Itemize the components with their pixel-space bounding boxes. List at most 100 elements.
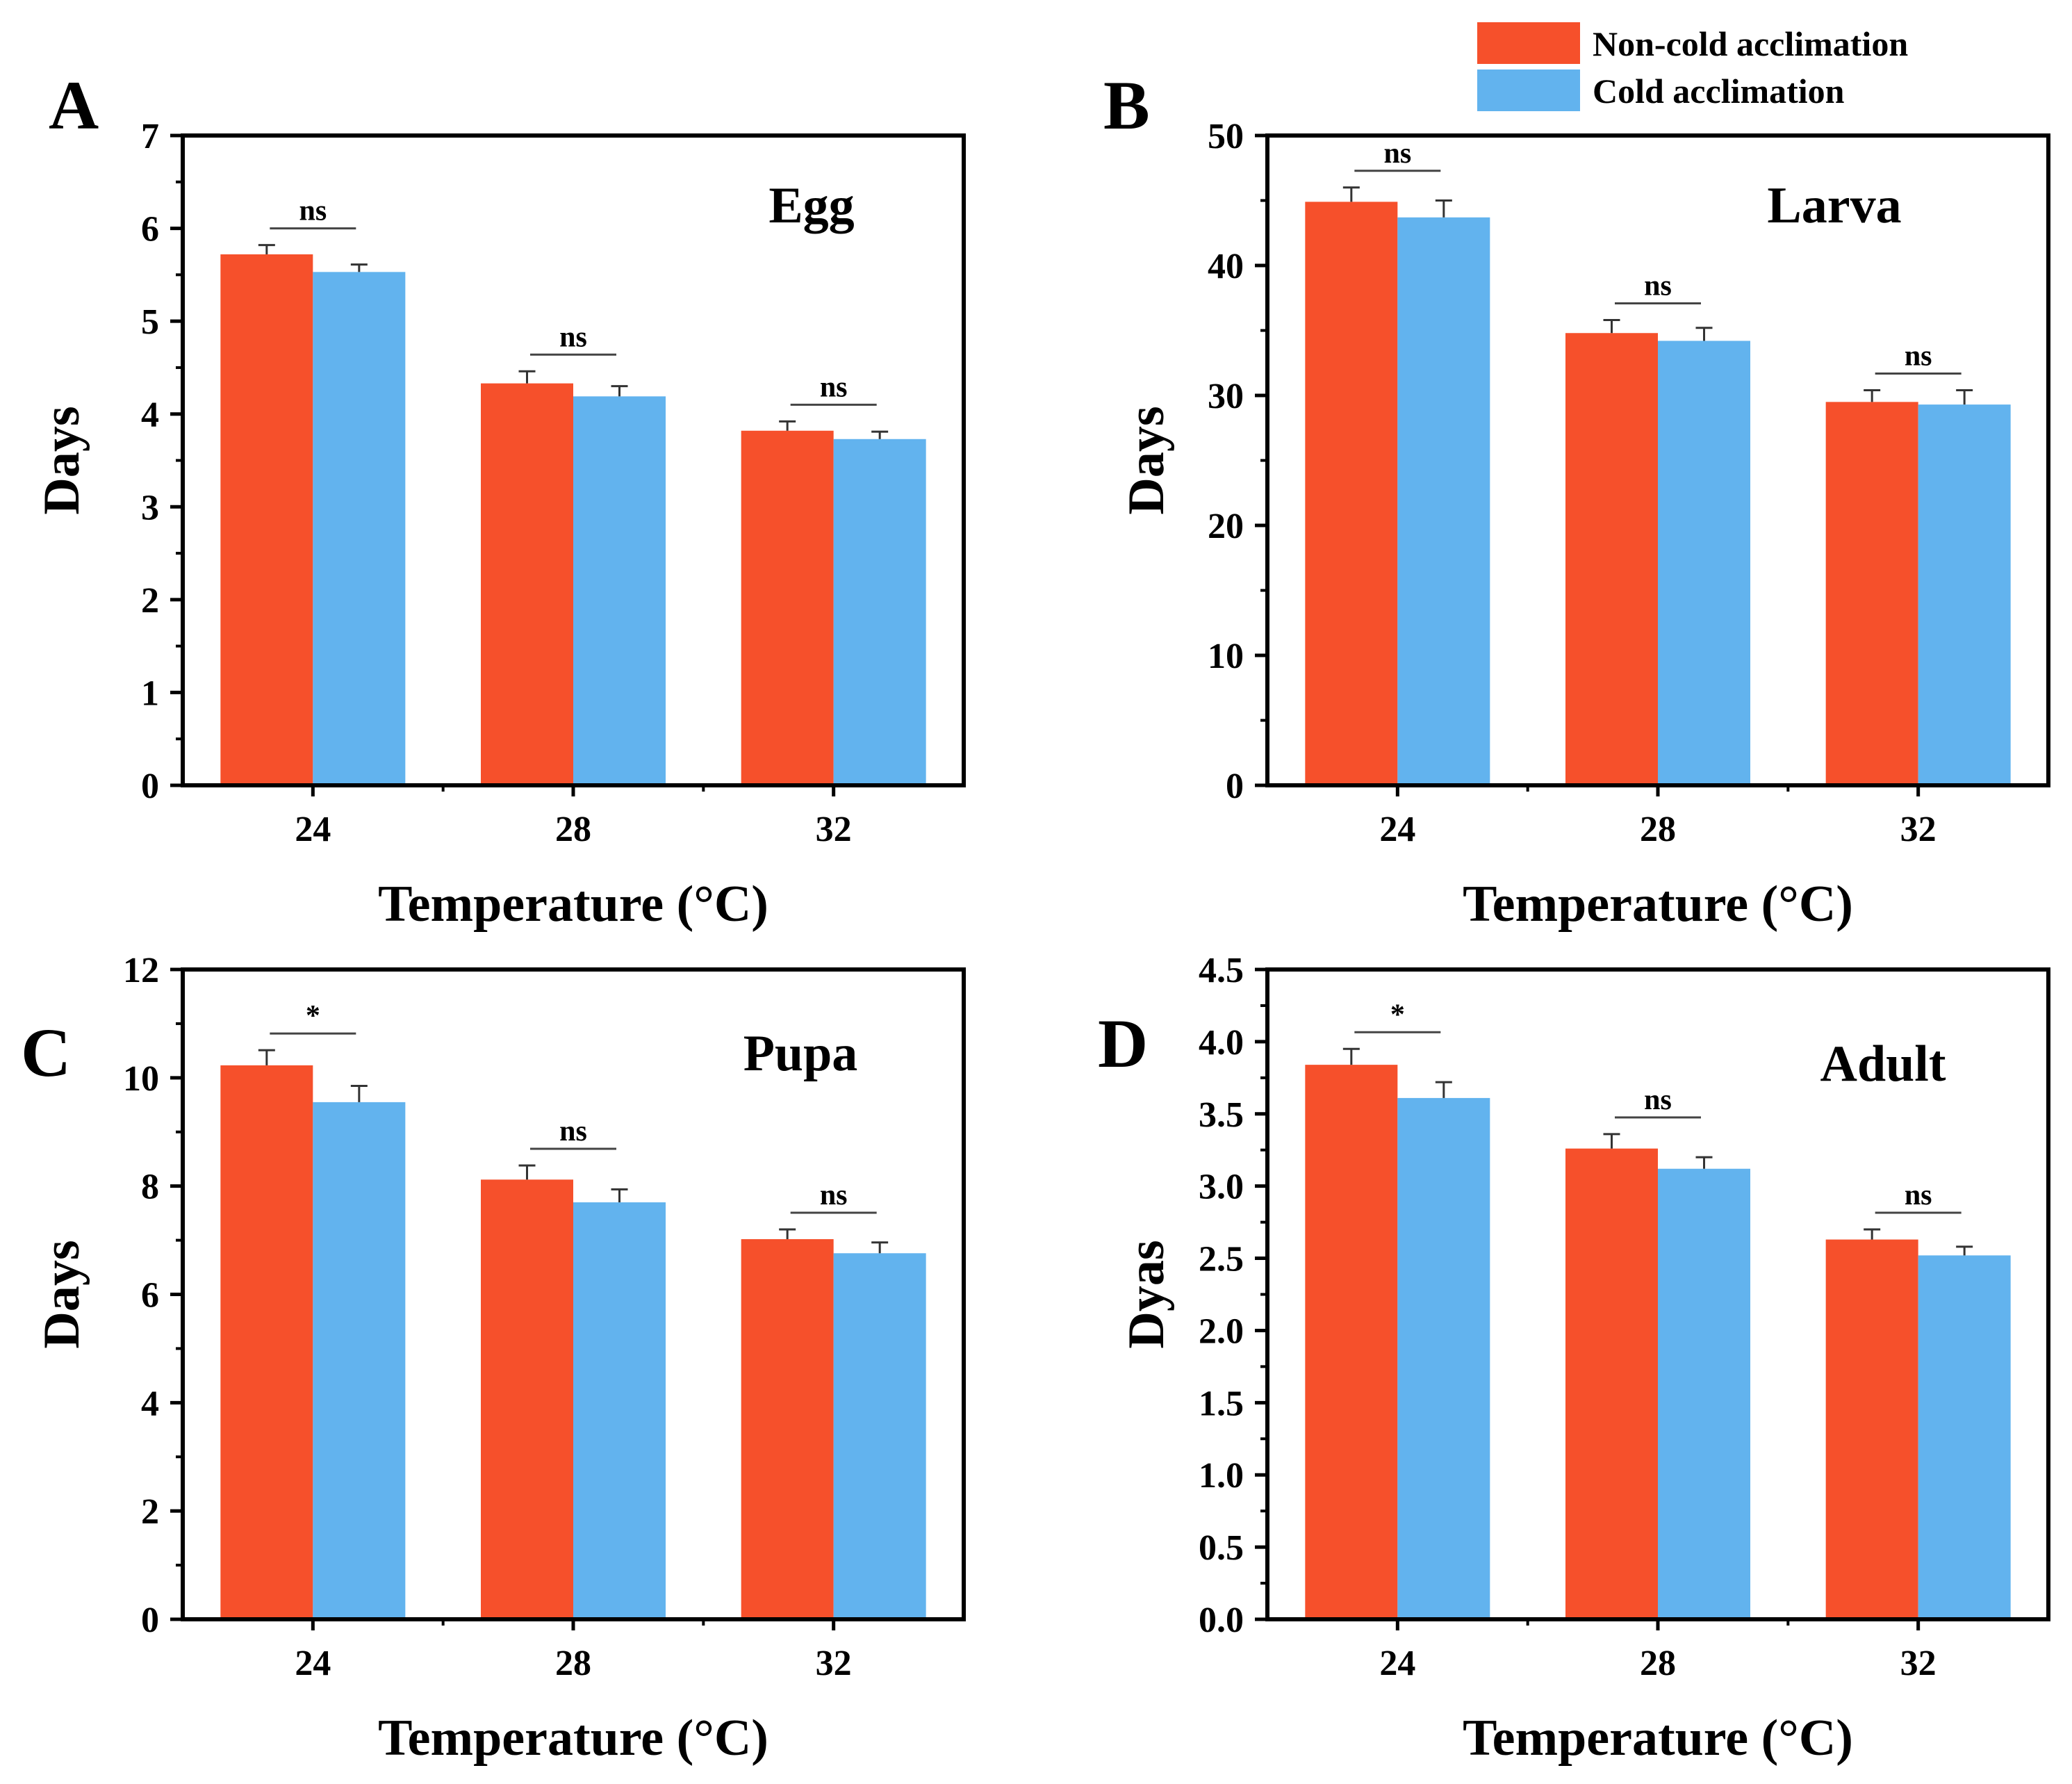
panel-letter: A: [49, 67, 99, 144]
bar: [1825, 402, 1918, 785]
plot-frame: [181, 133, 966, 787]
y-tick-label: 12: [123, 951, 159, 990]
y-tick-label: 6: [141, 210, 159, 249]
y-tick-label: 0.0: [1199, 1601, 1244, 1640]
x-tick-label: 28: [555, 810, 591, 849]
x-tick-label: 32: [1900, 810, 1937, 849]
y-axis-title: Days: [33, 1240, 90, 1348]
significance-label: *: [306, 1000, 320, 1032]
x-tick-label: 32: [816, 810, 852, 849]
x-axis-title: Temperature (°C): [1463, 876, 1853, 933]
bar: [1918, 1255, 2011, 1619]
panel-letter: C: [21, 1014, 71, 1091]
significance-label: ns: [1644, 1084, 1672, 1116]
bar: [481, 1179, 573, 1619]
x-axis-title: Temperature (°C): [378, 1710, 768, 1767]
y-tick-label: 1: [141, 673, 159, 713]
panel-letter: D: [1098, 1005, 1148, 1082]
y-tick-label: 4: [141, 395, 159, 435]
legend-label-cold: Cold acclimation: [1593, 72, 1845, 111]
bar: [220, 1065, 313, 1619]
y-tick-label: 1.0: [1199, 1456, 1244, 1496]
y-tick-label: 20: [1208, 507, 1244, 546]
y-tick-label: 1.5: [1199, 1384, 1244, 1423]
x-tick-label: 24: [1379, 1644, 1415, 1683]
chart-title: Larva: [1767, 177, 1901, 234]
chart-panel-a: ns 24 ns 28 ns 32 0 1 2 3 4 5 6 7 Temperature (°C) Days…: [33, 67, 966, 933]
bar: [1565, 333, 1658, 785]
x-tick-label: 24: [1379, 810, 1415, 849]
y-tick-label: 4.5: [1199, 951, 1244, 990]
y-tick-label: 6: [141, 1276, 159, 1316]
plot-frame: [1265, 967, 2050, 1621]
y-tick-label: 30: [1208, 377, 1244, 416]
x-tick-label: 28: [1640, 810, 1676, 849]
y-tick-label: 0: [141, 767, 159, 806]
y-tick-label: 2: [141, 1492, 159, 1532]
bar: [481, 383, 573, 785]
bar: [1658, 1168, 1750, 1619]
significance-label: ns: [559, 321, 587, 353]
y-axis-title: Days: [33, 406, 90, 514]
significance-label: ns: [1905, 1179, 1932, 1211]
bar: [1305, 1065, 1398, 1619]
y-tick-label: 4.0: [1199, 1023, 1244, 1063]
chart-title: Pupa: [743, 1025, 858, 1082]
y-tick-label: 2.5: [1199, 1240, 1244, 1279]
y-axis-title: Days: [1118, 406, 1175, 514]
y-tick-label: 4: [141, 1384, 159, 1423]
bar: [1565, 1148, 1658, 1619]
y-tick-label: 0: [1226, 767, 1244, 806]
x-tick-label: 28: [1640, 1644, 1676, 1683]
significance-label: ns: [559, 1115, 587, 1147]
y-tick-label: 40: [1208, 247, 1244, 286]
y-tick-label: 10: [123, 1059, 159, 1099]
x-axis-title: Temperature (°C): [378, 876, 768, 933]
y-tick-label: 5: [141, 302, 159, 342]
legend-swatch-cold: [1477, 69, 1580, 111]
x-tick-label: 28: [555, 1644, 591, 1683]
x-axis-title: Temperature (°C): [1463, 1710, 1853, 1767]
bar: [833, 1253, 926, 1619]
y-tick-label: 8: [141, 1168, 159, 1207]
y-tick-label: 2: [141, 581, 159, 621]
chart-panel-b: ns 24 ns 28 ns 32 0 10 20 30 40 50 Temperature (°C) D…: [1103, 67, 2050, 933]
bar: [1305, 202, 1398, 785]
y-tick-label: 0.5: [1199, 1528, 1244, 1568]
legend: Non-cold acclimation Cold acclimation: [1477, 22, 1908, 111]
panel-letter: B: [1103, 67, 1150, 144]
y-tick-label: 10: [1208, 637, 1244, 676]
legend-label-non-cold: Non-cold acclimation: [1593, 24, 1908, 63]
y-tick-label: 50: [1208, 117, 1244, 156]
x-tick-label: 32: [1900, 1644, 1937, 1683]
bar: [313, 272, 406, 786]
bar: [220, 254, 313, 785]
bar: [1825, 1239, 1918, 1619]
bar: [833, 439, 926, 785]
bar: [741, 1239, 834, 1619]
y-tick-label: 3.0: [1199, 1168, 1244, 1207]
plot-frame: [1265, 133, 2050, 787]
chart-title: Adult: [1820, 1036, 1946, 1093]
significance-label: ns: [1383, 138, 1411, 170]
bar: [313, 1102, 406, 1619]
significance-label: ns: [1905, 341, 1932, 373]
bar: [741, 430, 834, 785]
bar: [573, 1202, 666, 1619]
bar: [573, 396, 666, 785]
bar: [1918, 404, 2011, 785]
chart-panel-d: * 24 ns 28 ns 32 0.0 0.5 1.0 1.5 2.0 2.5 3.0 3.5 4.0 4.…: [1098, 951, 2050, 1767]
y-axis-title: Dyas: [1118, 1240, 1175, 1348]
bar: [1397, 217, 1490, 785]
x-tick-label: 24: [295, 810, 331, 849]
y-tick-label: 2.0: [1199, 1311, 1244, 1351]
y-tick-label: 7: [141, 117, 159, 156]
significance-label: ns: [1644, 270, 1672, 302]
y-tick-label: 3: [141, 488, 159, 527]
x-tick-label: 32: [816, 1644, 852, 1683]
y-tick-label: 0: [141, 1601, 159, 1640]
x-tick-label: 24: [295, 1644, 331, 1683]
plot-frame: [181, 967, 966, 1621]
